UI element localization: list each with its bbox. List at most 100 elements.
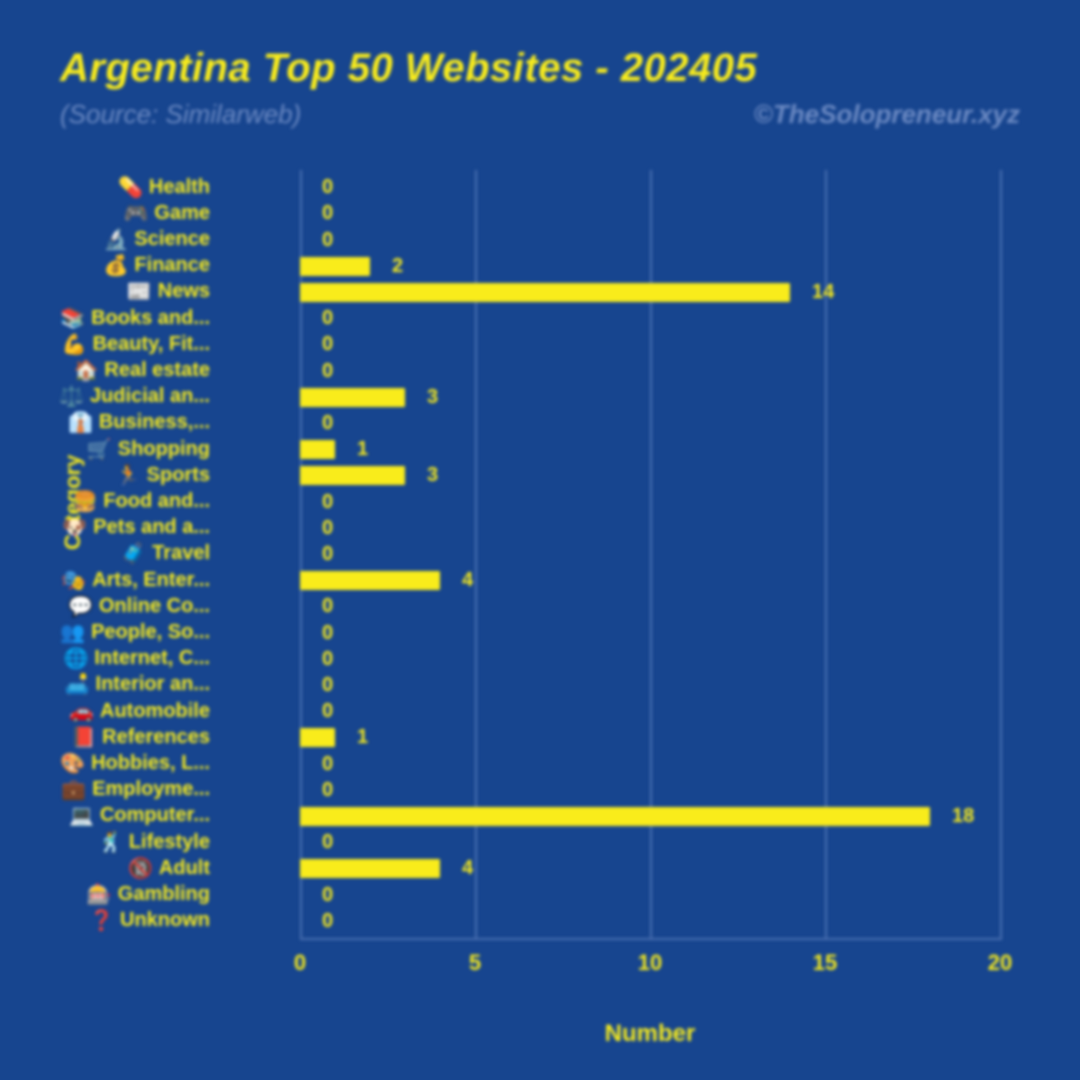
category-text: Automobile [100, 700, 210, 723]
bar [300, 859, 440, 878]
plot-area: 05101520💊Health0🎮Game0🔬Science0💰Finance2… [300, 170, 1000, 940]
category-label: 🍔Food and... [0, 488, 210, 514]
subtitle-row: (Source: Similarweb) ©TheSolopreneur.xyz [60, 99, 1020, 130]
bar-row: 0 [300, 332, 333, 358]
value-label: 0 [322, 229, 333, 252]
bar-row: 0 [300, 777, 333, 803]
category-label: 🚗Automobile [0, 698, 210, 724]
value-label: 0 [322, 517, 333, 540]
value-label: 1 [357, 726, 368, 749]
category-text: Beauty, Fit... [93, 333, 210, 356]
bar-row: 1 [300, 437, 368, 463]
value-label: 0 [322, 674, 333, 697]
value-label: 0 [322, 753, 333, 776]
category-text: People, So... [91, 621, 210, 644]
category-label: 💼 Employme... [0, 777, 210, 803]
category-icon: 🎮 [124, 201, 149, 226]
bar [300, 283, 790, 302]
category-label: ⚖️Judicial an... [0, 384, 210, 410]
value-label: 0 [322, 491, 333, 514]
category-text: Online Co... [99, 595, 210, 618]
category-label: 🕺 Lifestyle [0, 829, 210, 855]
bar-row: 0 [300, 620, 333, 646]
credit-text: ©TheSolopreneur.xyz [754, 99, 1020, 130]
category-text: Lifestyle [129, 831, 210, 854]
category-icon: 🔬 [103, 227, 128, 252]
category-icon: 👔 [68, 410, 93, 435]
category-text: News [158, 280, 210, 303]
category-icon: 💼 [61, 777, 86, 802]
bar-row: 3 [300, 463, 438, 489]
chart-container: Argentina Top 50 Websites - 202405 (Sour… [0, 0, 1080, 1080]
category-icon: 💊 [118, 175, 143, 200]
category-icon: 💪 [62, 332, 87, 357]
value-label: 0 [322, 910, 333, 933]
x-tick-label: 10 [638, 950, 662, 976]
category-label: 🎰Gambling [0, 881, 210, 907]
category-icon: 🐶 [62, 515, 87, 540]
category-icon: 💻 [69, 803, 94, 828]
category-icon: 🎭 [61, 568, 86, 593]
category-icon: 🎨 [60, 751, 85, 776]
value-label: 0 [322, 622, 333, 645]
category-label: 📚Books and... [0, 305, 210, 331]
category-label: 🔬Science [0, 226, 210, 252]
value-label: 0 [322, 202, 333, 225]
value-label: 0 [322, 307, 333, 330]
category-text: Books and... [91, 307, 210, 330]
category-label: 🔞 Adult [0, 855, 210, 881]
value-label: 0 [322, 543, 333, 566]
bar-row: 4 [300, 568, 473, 594]
category-icon: 💬 [68, 594, 93, 619]
value-label: 0 [322, 412, 333, 435]
category-icon: 📕 [71, 725, 96, 750]
bar-row: 0 [300, 515, 333, 541]
category-icon: 💰 [104, 253, 129, 278]
category-label: 👥People, So... [0, 619, 210, 645]
bar [300, 466, 405, 485]
value-label: 0 [322, 333, 333, 356]
category-icon: 🌐 [64, 646, 89, 671]
value-label: 4 [462, 569, 473, 592]
category-text: Adult [159, 857, 210, 880]
bar-row: 0 [300, 646, 333, 672]
category-icon: 🔞 [128, 856, 153, 881]
category-label: 💬 Online Co... [0, 593, 210, 619]
category-icon: 🎰 [87, 882, 112, 907]
bar-row: 0 [300, 358, 333, 384]
category-text: Internet, C... [94, 647, 210, 670]
x-axis-label: Number [605, 1020, 696, 1048]
category-text: Unknown [120, 909, 210, 932]
category-label: ❓ Unknown [0, 908, 210, 934]
value-label: 0 [322, 831, 333, 854]
category-text: Judicial an... [90, 385, 210, 408]
category-icon: 🛋️ [65, 672, 90, 697]
bar [300, 571, 440, 590]
category-text: Employme... [92, 778, 210, 801]
category-icon: 🍔 [72, 489, 97, 514]
bar-row: 0 [300, 489, 333, 515]
bar [300, 440, 335, 459]
category-text: Pets and a... [93, 516, 210, 539]
category-text: References [102, 726, 210, 749]
value-label: 1 [357, 438, 368, 461]
bar-row: 0 [300, 751, 333, 777]
bar [300, 388, 405, 407]
value-label: 3 [427, 464, 438, 487]
category-label: 📰News [0, 279, 210, 305]
category-text: Hobbies, L... [91, 752, 210, 775]
category-text: Shopping [118, 438, 210, 461]
category-text: Business,... [99, 411, 210, 434]
gridline [1000, 170, 1002, 940]
bar-row: 0 [300, 672, 333, 698]
category-label: 👔 Business,... [0, 410, 210, 436]
category-icon: 🕺 [98, 830, 123, 855]
x-tick-label: 20 [988, 950, 1012, 976]
category-label: 🌐Internet, C... [0, 646, 210, 672]
bar-row: 1 [300, 725, 368, 751]
category-text: Health [149, 176, 210, 199]
bar-row: 0 [300, 699, 333, 725]
bar-row: 2 [300, 253, 403, 279]
category-text: Interior an... [96, 673, 210, 696]
category-icon: ❓ [89, 908, 114, 933]
